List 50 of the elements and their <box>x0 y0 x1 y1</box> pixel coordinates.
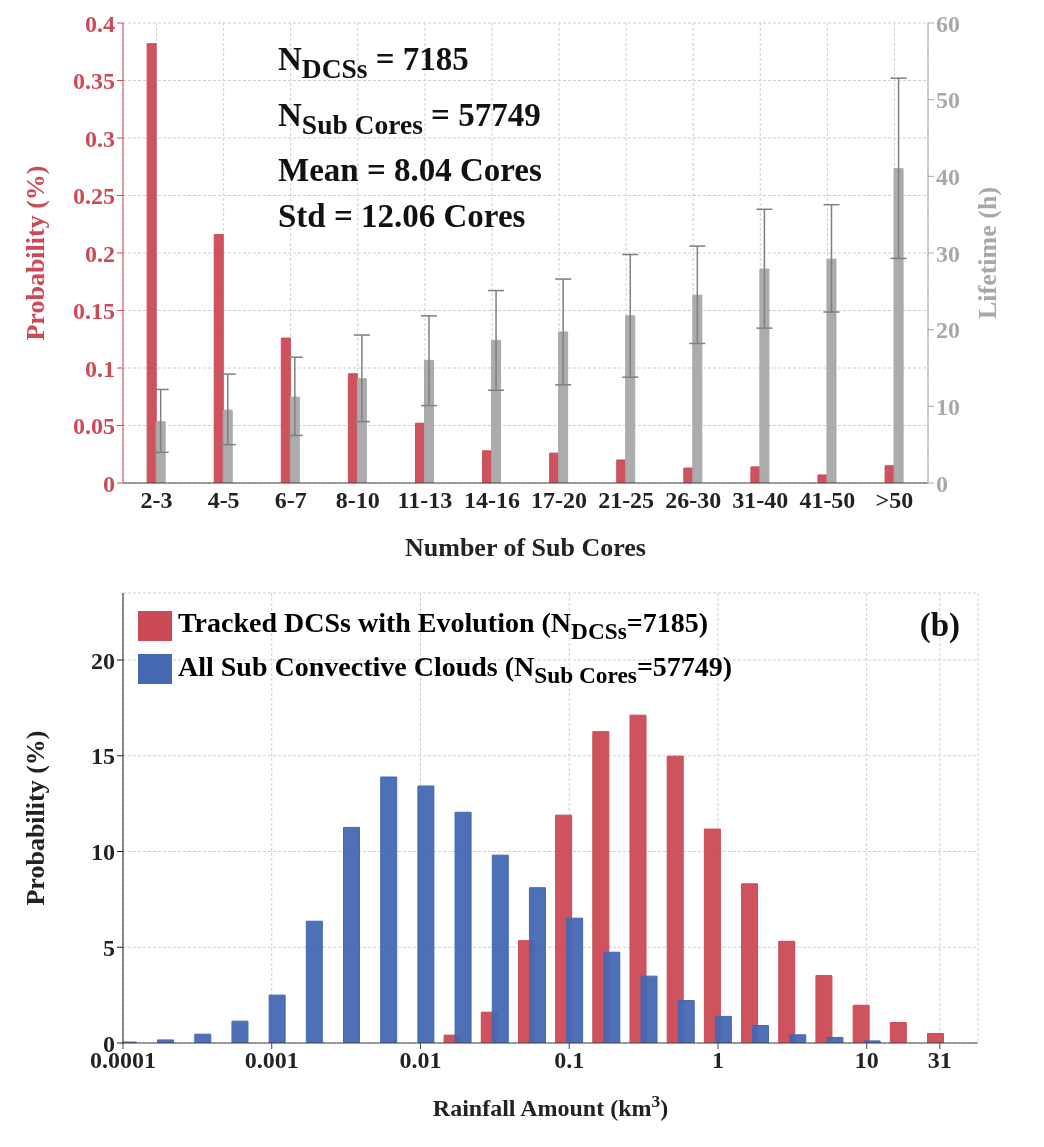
x-tick-label: 31-40 <box>732 487 789 514</box>
y-tick-label: 0.35 <box>73 68 115 95</box>
y-tick-label: 10 <box>91 839 115 866</box>
x-tick-label: 26-30 <box>665 487 722 514</box>
x-tick-label: 1 <box>711 1047 724 1074</box>
x-tick-label: 11-13 <box>397 487 453 514</box>
x-tick-label: 41-50 <box>799 487 856 514</box>
x-axis-title: Number of Sub Cores <box>404 533 647 562</box>
annotation: N$_{DCSs}$ = 7185 <box>278 40 470 86</box>
x-tick-label: 31 <box>927 1047 952 1074</box>
y-tick-label: 0.3 <box>85 125 115 152</box>
x-axis-title: Rainfall Amount (km$^{3}$) <box>432 1091 669 1121</box>
y2-axis-title: Lifetime (h) <box>973 186 1002 320</box>
y2-tick-label: 60 <box>936 10 960 37</box>
y2-tick-label: 30 <box>936 240 960 267</box>
y2-tick-label: 20 <box>936 317 960 344</box>
annotation: Std = 12.06 Cores <box>278 197 527 237</box>
y2-tick-label: 50 <box>936 87 960 114</box>
y-tick-label: 0.25 <box>73 183 115 210</box>
y-tick-label: 20 <box>91 647 115 674</box>
legend-label: All Sub Convective Clouds (N$_{Sub Cores}$=57749) <box>178 650 733 689</box>
x-tick-label: 17-20 <box>531 487 588 514</box>
x-tick-label: 8-10 <box>335 487 380 514</box>
y-tick-label: 0.2 <box>85 240 115 267</box>
y-tick-label: 0 <box>103 470 115 497</box>
y-axis-title: Probability (%) <box>21 730 50 906</box>
y-tick-label: 5 <box>103 934 115 961</box>
y2-tick-label: 10 <box>936 393 960 420</box>
y-tick-label: 15 <box>91 743 115 770</box>
x-tick-label: 0.001 <box>244 1047 299 1074</box>
legend-label: Tracked DCSs with Evolution (N$_{DCSs}$=7185) <box>178 607 709 645</box>
x-tick-label: 21-25 <box>598 487 655 514</box>
y-tick-label: 0.05 <box>73 413 115 440</box>
y2-tick-label: 40 <box>936 163 960 190</box>
y-tick-label: 0.15 <box>73 298 115 325</box>
y-axis-title: Probability (%) <box>21 165 50 341</box>
x-tick-label: 14-16 <box>463 487 520 514</box>
y-tick-label: 0.4 <box>85 10 115 37</box>
y2-tick-label: 0 <box>936 470 948 497</box>
y-tick-label: 0.1 <box>85 355 115 382</box>
x-tick-label: 10 <box>854 1047 879 1074</box>
annotation: (b) <box>919 606 960 645</box>
x-tick-label: 2-3 <box>140 487 173 514</box>
x-tick-label: 4-5 <box>207 487 240 514</box>
x-tick-label: 0.01 <box>399 1047 442 1074</box>
x-tick-label: 6-7 <box>274 487 307 514</box>
annotation: Mean = 8.04 Cores <box>278 151 542 191</box>
x-tick-label: 0.1 <box>554 1047 585 1074</box>
annotation: N$_{Sub Cores}$ = 57749 <box>278 95 542 142</box>
x-tick-label: >50 <box>875 487 914 514</box>
